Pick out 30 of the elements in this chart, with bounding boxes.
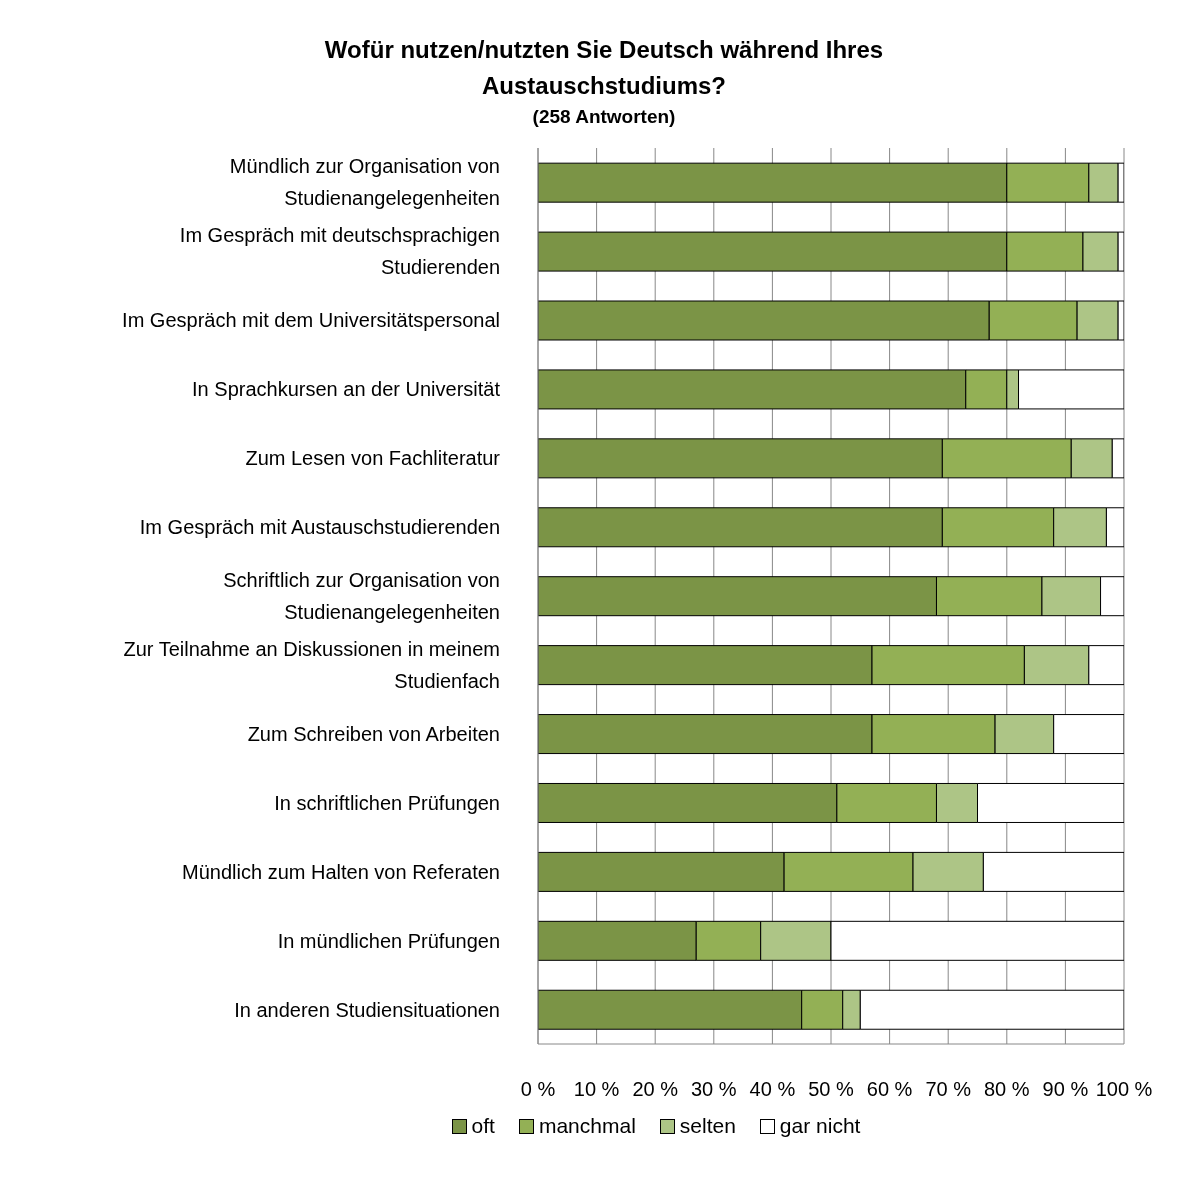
x-tick-label: 80 % <box>984 1078 1030 1101</box>
x-tick-label: 60 % <box>866 1078 913 1101</box>
y-tick-label: Mündlich zur Organisation von Studienangelegenheiten <box>229 155 500 210</box>
y-tick-label: Im Gespräch mit Austauschstudierenden <box>139 516 500 539</box>
y-tick-label: In Sprachkursen an der Universität <box>192 378 501 401</box>
legend-label: oft <box>470 1114 495 1138</box>
y-tick-label: In mündlichen Prüfungen <box>277 929 500 952</box>
y-tick-label: In anderen Studiensituationen <box>234 998 500 1021</box>
y-tick-label: Zur Teilnahme an Diskussionen in meinem Studienfach <box>123 637 500 692</box>
x-tick-label: 70 % <box>925 1078 972 1101</box>
y-tick-label: Zum Lesen von Fachliteratur <box>245 447 501 470</box>
x-tick-label: 90 % <box>1042 1078 1089 1101</box>
legend-label: selten <box>678 1114 736 1138</box>
x-tick-label: 30 % <box>691 1078 737 1101</box>
y-tick-label: Im Gespräch mit deutschsprachigen Studierenden <box>179 224 500 279</box>
x-tick-label: 0 % <box>520 1078 556 1101</box>
x-tick-label: 20 % <box>632 1078 679 1101</box>
y-tick-label: Im Gespräch mit dem Universitätspersonal <box>122 309 500 332</box>
y-tick-label: Mündlich zum Halten von Referaten <box>182 860 500 883</box>
x-tick-label: 10 % <box>573 1078 620 1101</box>
x-tick-label: 100 % <box>1095 1078 1153 1101</box>
chart-title: Wofür nutzen/nutzten Sie Deutsch während Ihres Austauschstudiums? <box>323 35 885 101</box>
legend-label: manchmal <box>537 1114 636 1138</box>
x-tick-label: 40 % <box>749 1078 796 1101</box>
legend-label: gar nicht <box>778 1114 861 1138</box>
y-tick-label: Zum Schreiben von Arbeiten <box>247 722 500 745</box>
chart-subtitle: (258 Antworten) <box>531 106 677 128</box>
y-tick-label: Schriftlich zur Organisation von Studienangelegenheiten <box>223 569 500 623</box>
x-tick-label: 50 % <box>808 1078 855 1101</box>
y-tick-label: In schriftlichen Prüfungen <box>274 791 500 814</box>
